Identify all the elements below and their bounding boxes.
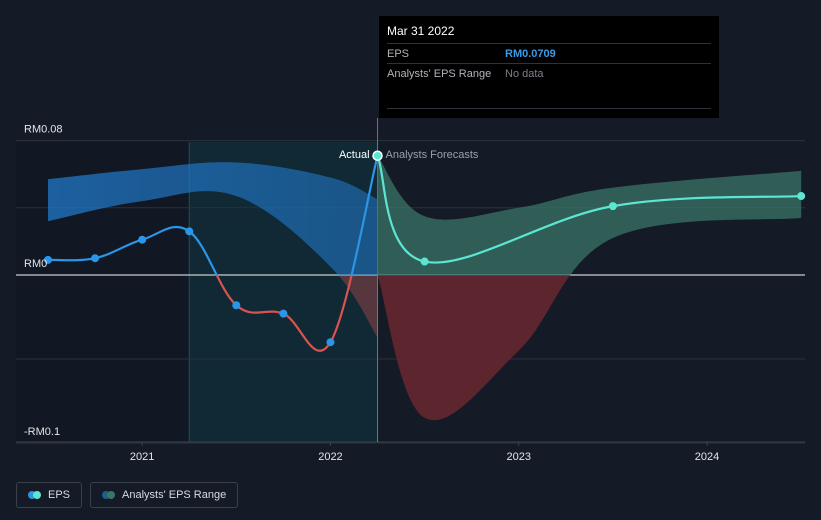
tooltip-row-range: Analysts' EPS Range No data: [387, 64, 711, 83]
tooltip-range-label: Analysts' EPS Range: [387, 68, 492, 80]
forecast-label: Analysts Forecasts: [386, 149, 479, 161]
eps-actual-point[interactable]: [44, 255, 52, 264]
tooltip-row-eps: EPS RM0.0709: [387, 44, 711, 64]
legend-eps-button[interactable]: EPS: [16, 482, 83, 508]
tooltip-range-value: No data: [505, 68, 544, 80]
eps-actual-point[interactable]: [185, 227, 194, 236]
tooltip-date: Mar 31 2022: [387, 24, 711, 44]
actual-range-band-negative: [338, 275, 378, 338]
legend: EPS Analysts' EPS Range: [16, 482, 239, 508]
actual-label: Actual: [339, 149, 370, 161]
x-tick-label: 2022: [318, 451, 342, 463]
legend-range-label: Analysts' EPS Range: [122, 489, 227, 501]
eps-forecast-point[interactable]: [420, 257, 429, 266]
actual-range-band-positive: [48, 162, 378, 275]
eps-actual-point[interactable]: [91, 254, 100, 263]
points-layer[interactable]: [44, 150, 806, 347]
legend-range-button[interactable]: Analysts' EPS Range: [90, 482, 239, 508]
x-tick-label: 2024: [695, 451, 719, 463]
tooltip-divider: [387, 108, 711, 109]
eps-point-highlighted[interactable]: [372, 150, 383, 161]
x-tick-label: 2021: [130, 451, 154, 463]
eps-dots-icon: [28, 491, 42, 499]
tooltip: Mar 31 2022 EPS RM0.0709 Analysts' EPS R…: [379, 16, 719, 118]
forecast-range-band-positive: [377, 155, 802, 275]
eps-forecast-line: [376, 155, 802, 264]
y-tick-label: RM0.08: [24, 124, 63, 136]
eps-actual-line-positive: [47, 155, 379, 275]
axis-text-layer: RM0.08 RM0 -RM0.1 2021 2022 2023 2024 Actual Ana…: [24, 124, 719, 463]
range-dots-icon: [102, 491, 116, 499]
eps-forecast-point[interactable]: [608, 202, 617, 211]
y-tick-label: RM0: [24, 258, 47, 270]
y-tick-label: -RM0.1: [24, 426, 60, 438]
x-tick-label: 2023: [507, 451, 531, 463]
bands-layer: [48, 155, 802, 420]
eps-actual-point[interactable]: [326, 338, 335, 347]
eps-actual-point[interactable]: [138, 235, 147, 244]
tooltip-eps-label: EPS: [387, 48, 410, 60]
eps-actual-point[interactable]: [279, 309, 288, 318]
forecast-range-band-negative: [377, 275, 571, 420]
eps-actual-point[interactable]: [232, 301, 241, 310]
tooltip-eps-value: RM0.0709: [505, 48, 556, 60]
eps-forecast-point[interactable]: [797, 192, 806, 201]
legend-eps-label: EPS: [48, 489, 71, 501]
